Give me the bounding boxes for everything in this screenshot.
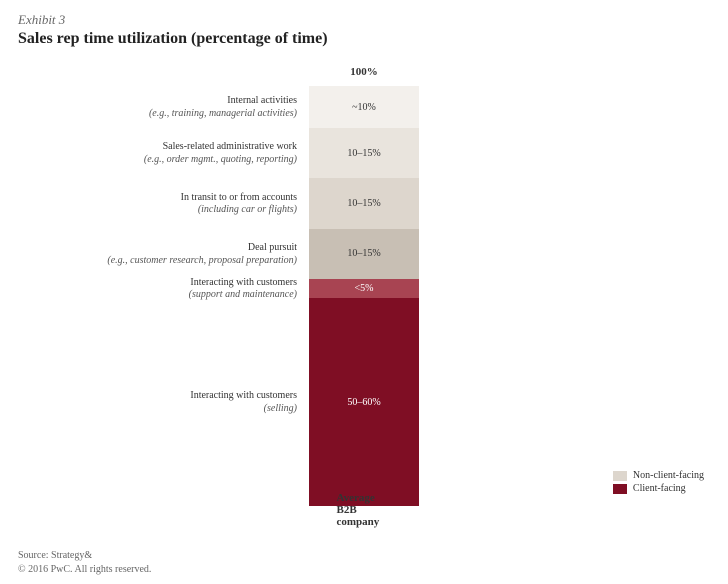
segment-internal: ~10% [309,86,419,128]
footer: Source: Strategy& © 2016 PwC. All rights… [18,549,151,576]
chart-area: 100% ~10% 10–15% 10–15% 10–15% <5% 50–60% Ave… [18,66,710,536]
segment-label-admin: Sales-related administrative work(e.g., … [18,141,297,166]
segment-label-main-selling: Interacting with customers [18,390,297,403]
segment-deal: 10–15% [309,229,419,279]
segment-transit: 10–15% [309,178,419,228]
segment-label-support: Interacting with customers(support and m… [18,277,297,302]
stacked-column-wrap: ~10%10–15%10–15%10–15%<5%50–60% Average … [309,86,419,506]
segment-label-sub-selling: (selling) [18,403,297,416]
legend-label: Non-client-facing [633,470,704,481]
stacked-column: ~10% 10–15% 10–15% 10–15% <5% 50–60% [309,86,419,506]
segment-label-deal: Deal pursuit(e.g., customer research, pr… [18,242,297,267]
footer-source: Source: Strategy& [18,549,151,563]
footer-copyright: © 2016 PwC. All rights reserved. [18,563,151,577]
segment-admin: 10–15% [309,128,419,178]
chart-title: Sales rep time utilization (percentage o… [18,30,710,48]
xaxis-label: Average B2B company [337,492,392,528]
segment-label-sub-deal: (e.g., customer research, proposal prepa… [18,255,297,268]
segment-label-sub-admin: (e.g., order mgmt., quoting, reporting) [18,154,297,167]
segment-label-main-admin: Sales-related administrative work [18,141,297,154]
segment-label-main-support: Interacting with customers [18,277,297,290]
segment-label-sub-internal: (e.g., training, managerial activities) [18,108,297,121]
legend-swatch [613,484,627,494]
segment-value-admin: 10–15% [347,148,380,159]
segment-label-transit: In transit to or from accounts(including… [18,192,297,217]
segment-value-selling: 50–60% [347,397,380,408]
segment-value-transit: 10–15% [347,198,380,209]
exhibit-number: Exhibit 3 [18,12,710,28]
segment-label-main-internal: Internal activities [18,95,297,108]
segment-support: <5% [309,279,419,298]
segment-value-deal: 10–15% [347,248,380,259]
total-label: 100% [350,66,378,78]
legend-item: Client-facing [613,483,704,494]
segment-value-internal: ~10% [352,102,376,113]
segment-label-internal: Internal activities(e.g., training, mana… [18,95,297,120]
segment-selling: 50–60% [309,298,419,506]
segment-label-selling: Interacting with customers(selling) [18,390,297,415]
legend-swatch [613,471,627,481]
legend-item: Non-client-facing [613,470,704,481]
segment-label-sub-support: (support and maintenance) [18,289,297,302]
legend-label: Client-facing [633,483,686,494]
segment-label-sub-transit: (including car or flights) [18,204,297,217]
segment-label-main-deal: Deal pursuit [18,242,297,255]
legend: Non-client-facing Client-facing [613,468,704,494]
segment-label-main-transit: In transit to or from accounts [18,192,297,205]
segment-value-support: <5% [355,283,374,294]
